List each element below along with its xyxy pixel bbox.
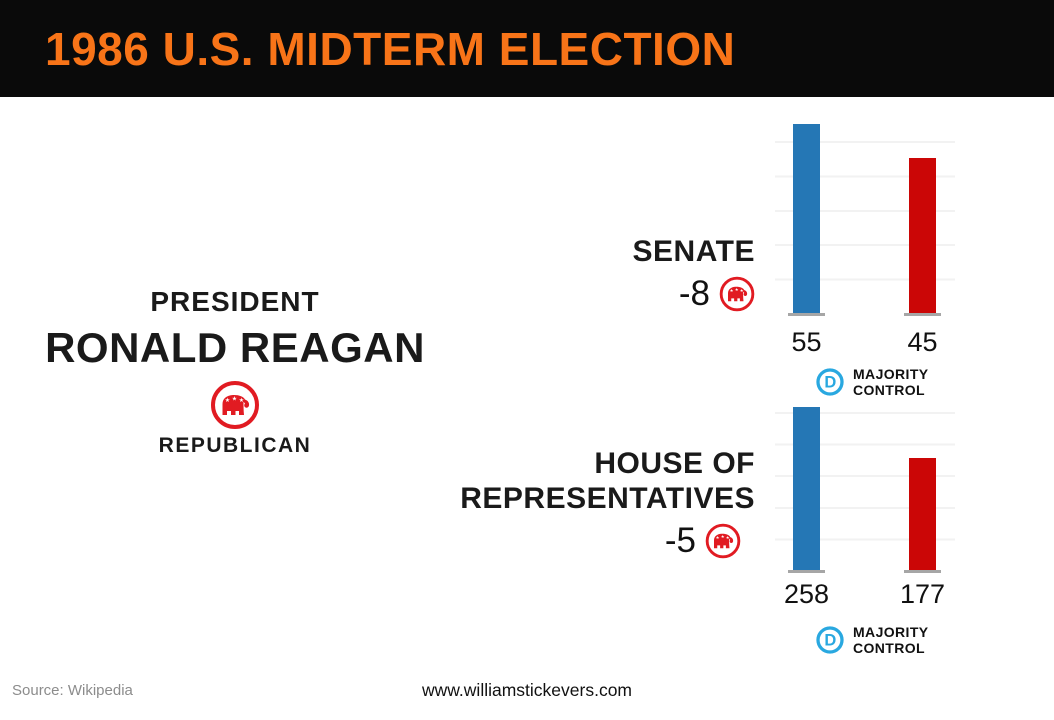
senate-majority-control: MAJORITY CONTROL (815, 366, 929, 398)
democrat-d-icon (815, 367, 845, 397)
house-republican-column (904, 458, 941, 573)
senate-republican-bar (909, 158, 936, 313)
majority-control-label: MAJORITY CONTROL (853, 624, 929, 656)
president-party-label: REPUBLICAN (158, 434, 312, 457)
house-seat-change-row: -5 (400, 521, 755, 561)
website-url: www.williamstickevers.com (421, 680, 633, 700)
axis-baseline (904, 570, 941, 573)
house-majority-control: MAJORITY CONTROL (815, 624, 929, 656)
president-name: RONALD REAGAN (45, 324, 425, 371)
senate-republican-column (904, 158, 941, 316)
republican-elephant-icon (210, 380, 260, 430)
page-title: 1986 U.S. MIDTERM ELECTION (45, 22, 736, 75)
senate-democrat-seats: 55 (791, 327, 822, 357)
senate-heading: SENATE -8 (400, 234, 755, 314)
house-bar-chart (775, 407, 955, 573)
header-bar: 1986 U.S. MIDTERM ELECTION (0, 0, 1054, 97)
republican-elephant-icon (719, 276, 755, 312)
axis-baseline (788, 570, 825, 573)
senate-democrat-bar (793, 124, 820, 313)
president-label: PRESIDENT (150, 286, 320, 317)
house-heading: HOUSE OF REPRESENTATIVES -5 (400, 446, 755, 561)
majority-control-label: MAJORITY CONTROL (853, 366, 929, 398)
senate-seat-change-row: -8 (400, 274, 755, 314)
house-democrat-bar (793, 407, 820, 570)
house-bar-values: 258 177 (775, 579, 955, 609)
axis-baseline (788, 313, 825, 316)
house-democrat-column (788, 407, 825, 573)
democrat-d-icon (815, 625, 845, 655)
senate-democrat-column (788, 124, 825, 316)
republican-elephant-icon (705, 523, 741, 559)
house-seat-change: -5 (664, 521, 696, 560)
senate-bar-chart (775, 124, 955, 316)
house-title: HOUSE OF REPRESENTATIVES (460, 447, 755, 515)
president-section: PRESIDENT RONALD REAGAN REPUBLICAN (40, 286, 430, 458)
source-credit: Source: Wikipedia (12, 682, 133, 699)
house-republican-seats: 177 (899, 579, 946, 609)
house-republican-bar (909, 458, 936, 570)
senate-seat-change: -8 (678, 274, 710, 313)
senate-bar-values: 55 45 (775, 327, 955, 357)
axis-baseline (904, 313, 941, 316)
house-democrat-seats: 258 (783, 579, 830, 609)
senate-title: SENATE (632, 235, 755, 268)
senate-republican-seats: 45 (907, 327, 938, 357)
